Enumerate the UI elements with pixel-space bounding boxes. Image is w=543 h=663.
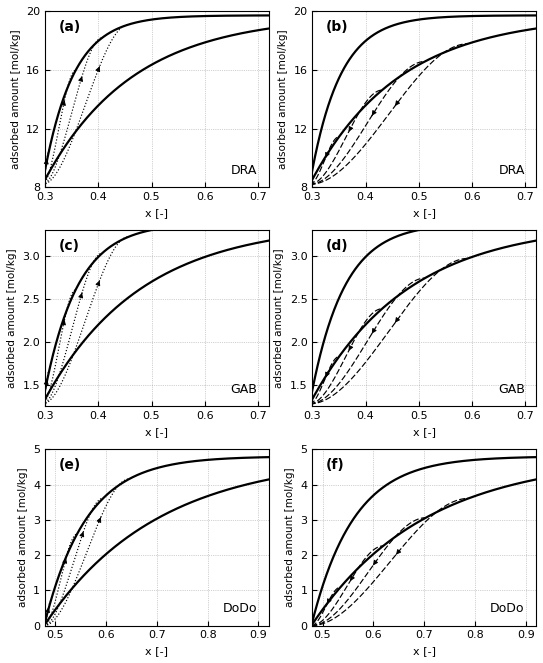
Y-axis label: adsorbed amount [mol/kg]: adsorbed amount [mol/kg] <box>278 29 288 169</box>
Text: (f): (f) <box>326 458 344 472</box>
X-axis label: x [-]: x [-] <box>413 646 435 656</box>
Text: (d): (d) <box>326 239 349 253</box>
Text: (e): (e) <box>59 458 81 472</box>
Text: (a): (a) <box>59 20 81 34</box>
Text: GAB: GAB <box>231 383 257 396</box>
X-axis label: x [-]: x [-] <box>146 646 168 656</box>
X-axis label: x [-]: x [-] <box>146 427 168 437</box>
X-axis label: x [-]: x [-] <box>413 208 435 217</box>
Text: (b): (b) <box>326 20 349 34</box>
X-axis label: x [-]: x [-] <box>146 208 168 217</box>
Text: DoDo: DoDo <box>223 602 257 615</box>
Y-axis label: adsorbed amount [mol/kg]: adsorbed amount [mol/kg] <box>7 249 17 388</box>
Text: DoDo: DoDo <box>490 602 525 615</box>
Text: DRA: DRA <box>498 164 525 177</box>
Text: (c): (c) <box>59 239 79 253</box>
Text: DRA: DRA <box>231 164 257 177</box>
X-axis label: x [-]: x [-] <box>413 427 435 437</box>
Text: GAB: GAB <box>498 383 525 396</box>
Y-axis label: adsorbed amount [mol/kg]: adsorbed amount [mol/kg] <box>17 467 28 607</box>
Y-axis label: adsorbed amount [mol/kg]: adsorbed amount [mol/kg] <box>285 467 295 607</box>
Y-axis label: adsorbed amount [mol/kg]: adsorbed amount [mol/kg] <box>10 29 21 169</box>
Y-axis label: adsorbed amount [mol/kg]: adsorbed amount [mol/kg] <box>274 249 284 388</box>
